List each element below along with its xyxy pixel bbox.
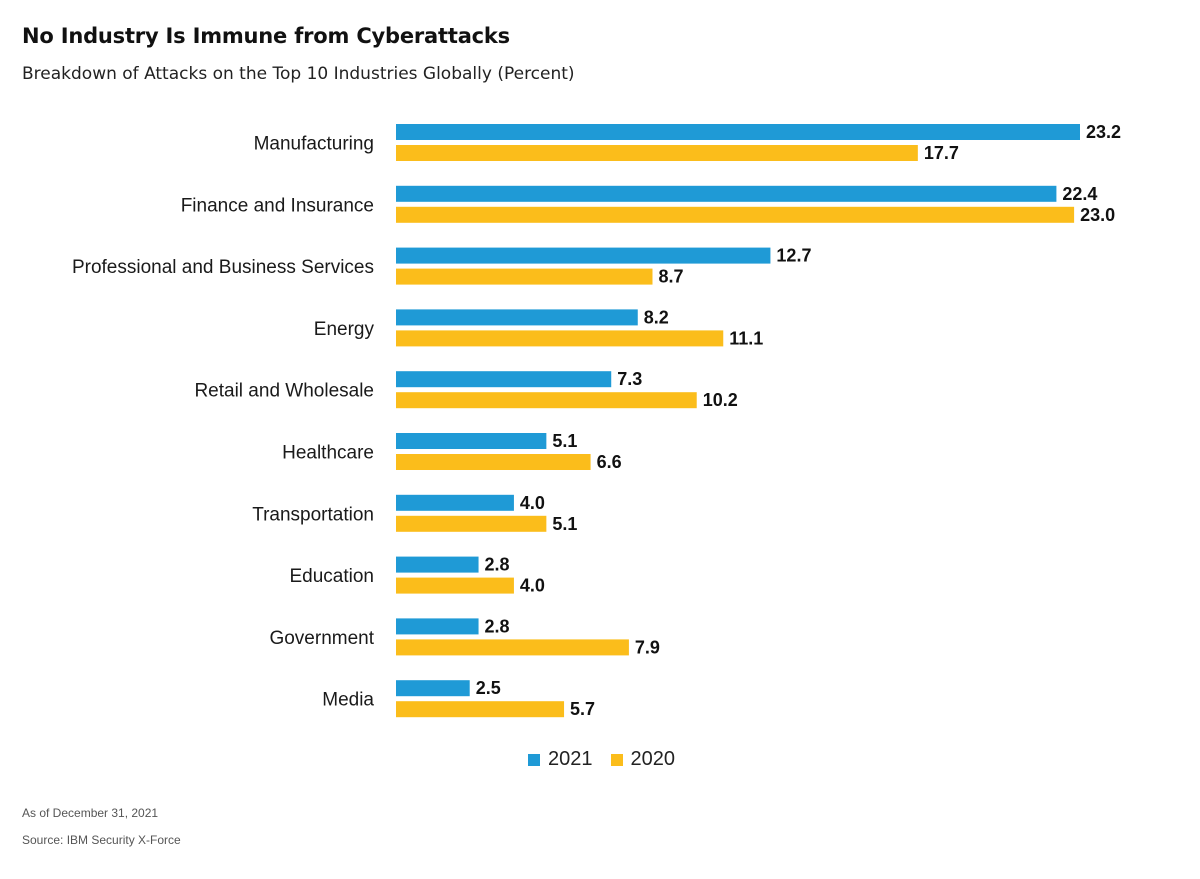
chart-title: No Industry Is Immune from Cyberattacks (22, 24, 510, 48)
bar-2021-professional-and-business-services (396, 247, 771, 264)
category-label-media: Media (322, 690, 374, 711)
category-label-professional-and-business-services: Professional and Business Services (72, 257, 374, 278)
source-note: Source: IBM Security X-Force (22, 833, 181, 847)
legend-swatch-2020 (610, 753, 623, 766)
legend-item-2021: 2021 (528, 748, 593, 771)
value-label-2021-retail-and-wholesale: 7.3 (617, 369, 642, 389)
value-label-2020-education: 4.0 (520, 576, 545, 596)
category-label-retail-and-wholesale: Retail and Wholesale (194, 381, 374, 402)
value-label-2020-energy: 11.1 (729, 328, 763, 348)
bar-2021-media (396, 680, 470, 697)
value-label-2021-finance-and-insurance: 22.4 (1062, 184, 1097, 204)
value-label-2021-manufacturing: 23.2 (1086, 122, 1121, 142)
legend-label-2020: 2020 (630, 748, 676, 770)
value-label-2021-media: 2.5 (476, 678, 501, 698)
value-label-2020-media: 5.7 (570, 699, 595, 719)
category-label-transportation: Transportation (252, 504, 374, 525)
as-of-note: As of December 31, 2021 (22, 806, 159, 820)
bar-2021-energy (396, 309, 638, 326)
category-label-finance-and-insurance: Finance and Insurance (181, 195, 374, 216)
value-label-2021-transportation: 4.0 (520, 493, 545, 513)
value-label-2021-energy: 8.2 (644, 307, 669, 327)
bar-2020-healthcare (396, 454, 591, 470)
bar-2020-energy (396, 330, 724, 347)
legend: 2021 2020 (528, 748, 685, 771)
category-label-healthcare: Healthcare (282, 443, 374, 464)
value-label-2021-education: 2.8 (485, 555, 510, 575)
bar-2020-transportation (396, 515, 547, 532)
bar-2021-education (396, 556, 479, 573)
bar-2021-healthcare (396, 433, 547, 449)
bar-2021-manufacturing (396, 124, 1080, 140)
bar-2020-manufacturing (396, 145, 918, 161)
value-label-2020-retail-and-wholesale: 10.2 (703, 390, 738, 410)
bar-2021-retail-and-wholesale (396, 371, 612, 388)
category-label-energy: Energy (314, 319, 375, 340)
bar-2021-finance-and-insurance (396, 185, 1057, 202)
value-label-2020-manufacturing: 17.7 (924, 143, 959, 163)
value-label-2021-healthcare: 5.1 (552, 431, 577, 451)
category-label-government: Government (269, 628, 374, 649)
value-label-2020-professional-and-business-services: 8.7 (659, 267, 684, 287)
bar-2020-education (396, 577, 514, 594)
legend-swatch-2021 (528, 753, 540, 766)
bar-2020-professional-and-business-services (396, 268, 653, 285)
value-label-2020-government: 7.9 (635, 637, 660, 657)
bar-2020-retail-and-wholesale (396, 392, 697, 409)
category-label-manufacturing: Manufacturing (254, 134, 374, 155)
legend-label-2021: 2021 (548, 748, 593, 770)
value-label-2020-healthcare: 6.6 (597, 452, 622, 472)
bar-2021-transportation (396, 494, 514, 511)
bar-2020-finance-and-insurance (396, 206, 1075, 223)
bar-2020-government (396, 639, 629, 656)
bar-2021-government (396, 618, 479, 635)
value-label-2021-professional-and-business-services: 12.7 (776, 246, 811, 266)
value-label-2020-transportation: 5.1 (552, 514, 577, 534)
legend-item-2020: 2020 (610, 748, 676, 771)
value-label-2021-government: 2.8 (485, 616, 510, 636)
value-label-2020-finance-and-insurance: 23.0 (1080, 205, 1115, 225)
bar-2020-media (396, 701, 565, 718)
category-label-education: Education (289, 566, 374, 587)
chart-subtitle: Breakdown of Attacks on the Top 10 Indus… (22, 64, 575, 84)
